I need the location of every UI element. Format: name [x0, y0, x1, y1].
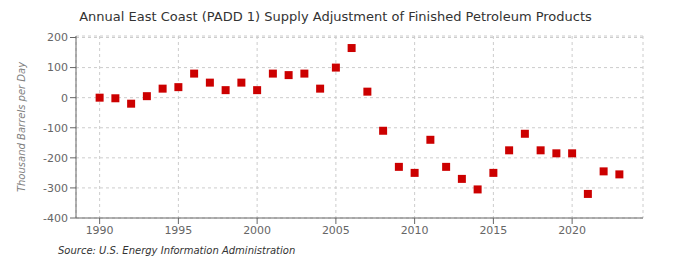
svg-text:-100: -100 [43, 122, 68, 135]
svg-text:0: 0 [61, 92, 68, 105]
html-text:Annual East Coast (PADD 1) Sup: Annual East Coast (PADD 1) Supply Adjust… [79, 9, 592, 24]
svg-text:1995: 1995 [164, 224, 192, 237]
html-text:Source: U.S. Energy Informatio: Source: U.S. Energy Information Administ… [58, 245, 296, 256]
svg-text:1990: 1990 [86, 224, 114, 237]
svg-text:-300: -300 [43, 182, 68, 195]
svg-text:2020: 2020 [558, 224, 586, 237]
svg-text:200: 200 [47, 31, 68, 44]
svg-text:2000: 2000 [243, 224, 271, 237]
svg-text:2015: 2015 [479, 224, 507, 237]
svg-text:Thousand Barrels per Day: Thousand Barrels per Day [16, 61, 27, 192]
svg-text:-200: -200 [43, 152, 68, 165]
svg-text:100: 100 [47, 61, 68, 74]
svg-text:2010: 2010 [401, 224, 429, 237]
svg-text:-400: -400 [43, 212, 68, 225]
svg-text:2005: 2005 [322, 224, 350, 237]
